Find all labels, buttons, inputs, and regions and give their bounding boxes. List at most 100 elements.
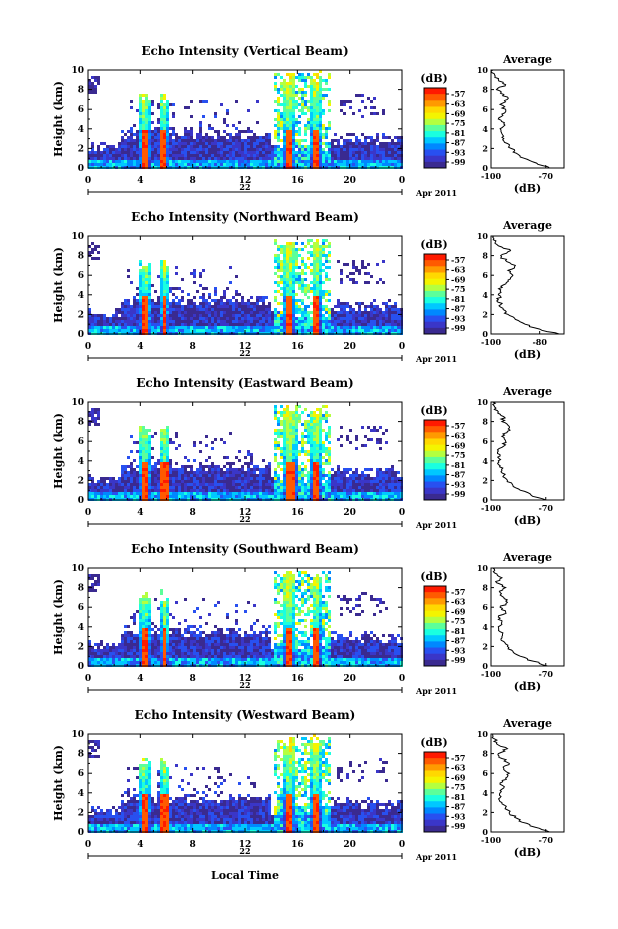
panel-2: Echo Intensity (Eastward Beam) 0 2 4 6 8 10 Hei… — [52, 376, 565, 530]
colorbar-unit: (dB) — [420, 404, 447, 417]
y-tick-label: 2 — [78, 144, 84, 154]
colorbar-tick-label: -75 — [451, 450, 465, 460]
colorbar-swatch — [424, 475, 446, 483]
x-tick-label: 8 — [190, 176, 196, 186]
avg-frame — [490, 401, 565, 501]
colorbar-swatch — [424, 819, 446, 827]
avg-title: Average — [502, 551, 552, 564]
colorbar: -57-63-69-75-81-87-93-99 — [423, 419, 466, 501]
colorbar-swatch — [424, 432, 446, 439]
y-tick-label: 4 — [78, 789, 84, 799]
x-tick-label: 4 — [137, 840, 143, 850]
colorbar-swatch — [424, 450, 446, 458]
y-tick-label: 2 — [78, 476, 84, 486]
colorbar-tick-label: -93 — [451, 147, 466, 157]
colorbar-tick-label: -57 — [451, 89, 465, 99]
x-tick-label: 16 — [291, 176, 304, 186]
avg-y-tick-label: 10 — [477, 397, 489, 407]
x-tick-label: 0 — [85, 176, 91, 186]
avg-x-tick-label: -70 — [539, 171, 554, 181]
colorbar-swatch — [424, 124, 446, 132]
colorbar-tick-label: -75 — [451, 118, 465, 128]
x-tick-label: 4 — [137, 342, 143, 352]
colorbar-unit: (dB) — [420, 72, 447, 85]
avg-x-tick-label: -70 — [539, 503, 554, 513]
panel-1: Echo Intensity (Northward Beam) 0 2 4 6 8 10 He… — [52, 210, 565, 364]
colorbar-tick-label: -87 — [451, 304, 465, 314]
y-axis-label: Height (km) — [52, 579, 65, 655]
avg-line — [492, 235, 560, 335]
colorbar-swatch — [424, 481, 446, 489]
colorbar-swatch — [424, 752, 446, 759]
colorbar-frame — [423, 419, 447, 501]
month-label: Apr 2011 — [415, 520, 457, 530]
avg-y-tick-label: 2 — [482, 807, 488, 817]
colorbar-swatch — [424, 297, 446, 304]
avg-y-tick-label: 10 — [477, 231, 489, 241]
avg-y-tick-label: 6 — [482, 602, 488, 612]
x-tick-label: 0 — [85, 674, 91, 684]
panel-title: Echo Intensity (Vertical Beam) — [141, 44, 348, 58]
colorbar-swatch — [424, 143, 446, 151]
x-tick-label: 20 — [343, 342, 356, 352]
panel-title: Echo Intensity (Southward Beam) — [131, 542, 359, 556]
avg-y-tick-label: 10 — [477, 729, 489, 739]
month-label: Apr 2011 — [415, 354, 457, 364]
avg-x-label: (dB) — [514, 182, 541, 195]
colorbar-swatch — [424, 112, 446, 120]
avg-title: Average — [502, 219, 552, 232]
y-tick-label: 10 — [71, 398, 84, 408]
avg-frame — [490, 567, 565, 667]
colorbar-swatch — [424, 469, 446, 476]
date-label: 22 — [239, 680, 250, 690]
colorbar-swatch — [424, 161, 446, 169]
x-tick-label: 16 — [291, 342, 304, 352]
y-tick-label: 6 — [78, 105, 84, 115]
colorbar-swatch — [424, 647, 446, 655]
colorbar-tick-label: -75 — [451, 284, 465, 294]
heatmap — [88, 405, 403, 501]
x-tick-label: 8 — [190, 508, 196, 518]
colorbar-tick-label: -69 — [451, 606, 466, 616]
avg-line — [492, 567, 548, 667]
avg-line — [491, 733, 550, 833]
avg-y-tick-label: 6 — [482, 768, 488, 778]
avg-frame — [490, 235, 565, 335]
month-label: Apr 2011 — [415, 188, 457, 198]
avg-profile: Average 0 2 4 6 8 10 -100 -70(dB) — [477, 551, 565, 693]
colorbar-swatch — [424, 598, 446, 605]
colorbar-swatch — [424, 278, 446, 286]
panel-title: Echo Intensity (Eastward Beam) — [136, 376, 353, 390]
avg-x-tick-label: -70 — [539, 835, 554, 845]
colorbar-swatch — [424, 641, 446, 649]
colorbar-tick-label: -57 — [451, 421, 465, 431]
y-tick-label: 0 — [78, 330, 84, 340]
avg-x-tick-label: -80 — [532, 337, 547, 347]
y-tick-label: 0 — [78, 662, 84, 672]
colorbar-tick-label: -99 — [451, 489, 466, 499]
colorbar-tick-label: -63 — [451, 265, 466, 275]
colorbar-unit: (dB) — [420, 736, 447, 749]
heatmap — [88, 70, 403, 169]
colorbar-tick-label: -99 — [451, 157, 466, 167]
colorbar-swatch — [424, 88, 446, 95]
avg-line — [491, 401, 546, 501]
y-tick-label: 0 — [78, 496, 84, 506]
colorbar-swatch — [424, 782, 446, 790]
x-tick-label: 8 — [190, 674, 196, 684]
colorbar-swatch — [424, 106, 446, 114]
avg-y-tick-label: 0 — [482, 495, 488, 505]
x-tick-label: 12 — [239, 342, 252, 352]
colorbar-swatch — [424, 592, 446, 599]
colorbar-tick-label: -81 — [451, 460, 465, 470]
x-tick-label: 20 — [343, 176, 356, 186]
heatmap — [88, 734, 403, 833]
y-tick-label: 10 — [71, 564, 84, 574]
heatmap — [88, 571, 403, 667]
colorbar-swatch — [424, 758, 446, 765]
colorbar-swatch — [424, 770, 446, 778]
colorbar-swatch — [424, 456, 446, 464]
month-label: Apr 2011 — [415, 852, 457, 862]
x-tick-label: 12 — [239, 508, 252, 518]
